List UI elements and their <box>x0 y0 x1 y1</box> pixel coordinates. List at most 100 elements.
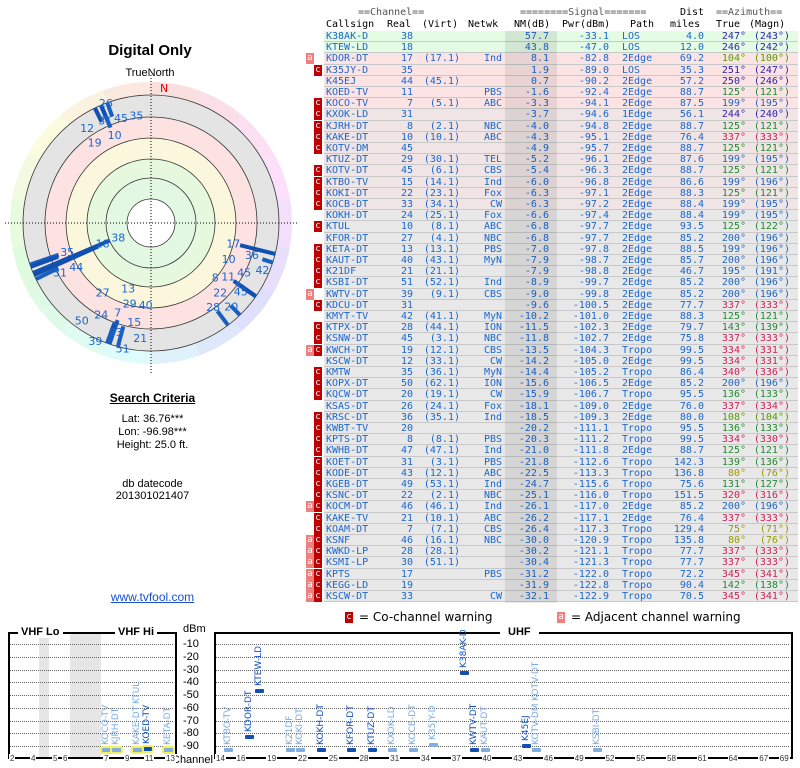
station-row[interactable]: KAKE-TV 21 (10.1) ABC -26.2 -117.1 2Edge 76.4 33… <box>324 512 798 524</box>
cell-dist: 46.7 <box>679 266 704 278</box>
station-row[interactable]: KMTW 35 (36.1) MyN -14.4 -105.2 Tropo 86.4 340° (… <box>324 367 798 379</box>
station-row[interactable]: KOAM-DT 7 (7.1) CBS -26.4 -117.3 Tropo 129.4 75°… <box>324 523 798 535</box>
cell-nm: -5.2 <box>524 154 549 166</box>
station-row[interactable]: KWKD-LP 28 (28.1) -30.2 -121.1 Tropo 77.7 337° (… <box>324 546 798 558</box>
cell-dist: 85.2 <box>679 288 704 300</box>
uhf-channel-tick: 25 <box>327 754 339 764</box>
station-row[interactable]: KTBO-TV 15 (14.1) Ind -6.0 -96.8 2Edge 86.6 199°… <box>324 176 798 188</box>
station-row[interactable]: KOCM-DT 46 (46.1) Ind -26.1 -117.0 2Edge 85.2 20… <box>324 501 798 513</box>
station-channel-label: 7 <box>114 306 121 319</box>
station-row[interactable]: KSCW-DT 12 (33.1) CW -14.2 -105.0 2Edge 99.5 334… <box>324 355 798 367</box>
uhf-gridline <box>216 720 789 722</box>
station-row[interactable]: KOET-DT 31 (3.1) PBS -21.8 -112.6 Tropo 142.3 13… <box>324 456 798 468</box>
cell-virt: (47.1) <box>423 445 460 457</box>
cell-callsign: KSNW-DT <box>326 333 369 345</box>
station-row[interactable]: KETA-DT 13 (13.1) PBS -7.0 -97.8 2Edge 88.5 199°… <box>324 243 798 255</box>
cell-nm: 0.7 <box>530 75 549 87</box>
station-row[interactable]: KDCU-DT 31 -9.6 -100.5 2Edge 77.7 337° (333°) <box>324 299 798 311</box>
station-row[interactable]: KWCH-DT 19 (12.1) CBS -13.5 -104.3 Tropo 99.5 33… <box>324 344 798 356</box>
station-row[interactable]: KSNW-DT 45 (3.1) NBC -11.8 -102.7 2Edge 75.8 337… <box>324 333 798 345</box>
station-row[interactable]: KSMI-LP 30 (51.1) -30.4 -121.3 Tropo 77.7 337° (… <box>324 557 798 569</box>
cell-pwr: -99.7 <box>578 277 609 289</box>
station-row[interactable]: K35JY-D 35 1.9 -89.0 LOS 35.3 251° (247°) <box>324 64 798 76</box>
station-row[interactable]: KOTV-DM 45 -4.9 -95.7 2Edge 88.7 125° (121°) <box>324 143 798 155</box>
station-row[interactable]: KXOK-LD 31 -3.7 -94.6 1Edge 56.1 244° (240°) <box>324 109 798 121</box>
uhf-channel-tick: 67 <box>758 754 770 764</box>
station-row[interactable]: K21DF 21 (21.1) -7.9 -98.8 2Edge 46.7 195° (191°… <box>324 266 798 278</box>
cell-real: 22 <box>400 187 413 199</box>
cell-dist: 76.4 <box>679 512 704 524</box>
co-channel-warning-icon: c <box>314 322 322 334</box>
tvfool-link[interactable]: www.tvfool.com <box>110 590 195 604</box>
station-row[interactable]: KPTS 17 PBS -31.2 -122.0 Tropo 72.2 345° (341°) <box>324 568 798 580</box>
cell-nm: -6.6 <box>524 210 549 222</box>
station-row[interactable]: K38AK-D 38 57.7 -33.1 LOS 4.0 247° (243°) <box>324 31 798 43</box>
station-row[interactable]: KEGG-LD 19 -31.9 -122.8 Tropo 90.4 142° (138°) <box>324 579 798 591</box>
cell-pwr: -33.1 <box>578 31 609 42</box>
station-row[interactable]: KSBI-DT 51 (52.1) Ind -8.9 -99.7 2Edge 85.2 200°… <box>324 277 798 289</box>
station-row[interactable]: KAUT-DT 40 (43.1) MyN -7.9 -98.7 2Edge 85.7 200°… <box>324 255 798 267</box>
station-row[interactable]: KOPX-DT 50 (62.1) ION -15.6 -106.5 2Edge 85.2 20… <box>324 378 798 390</box>
station-row[interactable]: KODE-DT 43 (12.1) ABC -22.5 -113.3 Tropo 136.8 8… <box>324 467 798 479</box>
station-row[interactable]: KTPX-DT 28 (44.1) ION -11.5 -102.3 2Edge 79.7 14… <box>324 322 798 334</box>
cell-netwk: ABC <box>483 512 502 524</box>
station-row[interactable]: KFOR-DT 27 (4.1) NBC -6.8 -97.7 2Edge 85.2 200° (… <box>324 232 798 244</box>
co-channel-warning-icon: c <box>314 467 322 479</box>
station-row[interactable]: KSNF 46 (16.1) NBC -30.0 -120.9 Tropo 135.8 80° (… <box>324 535 798 547</box>
station-row[interactable]: KDOR-DT 17 (17.1) Ind 8.1 -82.8 2Edge 69.2 104° (… <box>324 53 798 65</box>
cell-path: Tropo <box>622 434 653 446</box>
station-row[interactable]: KSNC-DT 22 (2.1) NBC -25.1 -116.0 Tropo 151.5 32… <box>324 490 798 502</box>
station-row[interactable]: KTEW-LD 18 43.8 -47.0 LOS 12.0 246° (242°) <box>324 42 798 54</box>
cell-magn-azimuth: (196°) <box>753 378 790 390</box>
cell-nm: -21.8 <box>518 456 549 468</box>
station-row[interactable]: KOCB-DT 33 (34.1) CW -6.3 -97.2 2Edge 88.4 199° (… <box>324 199 798 211</box>
signal-bar <box>133 748 142 752</box>
cell-dist: 88.5 <box>679 243 704 255</box>
station-row[interactable]: KGEB-DT 49 (53.1) Ind -24.7 -115.6 Tropo 75.6 13… <box>324 479 798 491</box>
cell-magn-azimuth: (331°) <box>753 344 790 356</box>
cell-real: 39 <box>400 288 413 300</box>
cell-callsign: KWBT-TV <box>326 423 369 434</box>
co-channel-warning-icon: c <box>314 479 322 490</box>
cell-callsign: K35JY-D <box>326 64 369 76</box>
cell-netwk: PBS <box>483 434 502 446</box>
station-row[interactable]: KOKI-DT 22 (23.1) Fox -6.3 -97.1 2Edge 88.3 125°… <box>324 187 798 199</box>
station-row[interactable]: KOCO-TV 7 (5.1) ABC -3.3 -94.1 2Edge 87.5 199° (1… <box>324 98 798 110</box>
cell-dist: 142.3 <box>673 456 704 468</box>
station-row[interactable]: KOTV-DT 45 (6.1) CBS -5.4 -96.3 2Edge 88.7 125° (… <box>324 165 798 177</box>
cell-pwr: -102.3 <box>572 322 609 334</box>
station-row[interactable]: KWTV-DT 39 (9.1) CBS -9.0 -99.8 2Edge 85.2 200° (… <box>324 288 798 300</box>
cell-dist: 4.0 <box>685 31 704 42</box>
station-row[interactable]: KQCW-DT 20 (19.1) CW -15.9 -106.7 Tropo 95.5 136… <box>324 389 798 401</box>
station-row[interactable]: KOKH-DT 24 (25.1) Fox -6.6 -97.4 2Edge 88.4 199°… <box>324 210 798 222</box>
cell-true-azimuth: 199° <box>721 176 746 188</box>
cell-pwr: -97.8 <box>578 243 609 255</box>
station-direction-bar <box>105 329 114 344</box>
cell-true-azimuth: 200° <box>721 255 746 266</box>
station-row[interactable]: KTUZ-DT 29 (30.1) TEL -5.2 -96.1 2Edge 87.6 199°… <box>324 154 798 166</box>
station-row[interactable]: KOED-TV 11 PBS -1.6 -92.4 2Edge 88.7 125° (121°) <box>324 87 798 99</box>
station-row[interactable]: KWHB-DT 47 (47.1) Ind -21.0 -111.8 2Edge 88.7 12… <box>324 445 798 457</box>
dist-group-header: Dist <box>680 7 705 18</box>
station-row[interactable]: KPTS-DT 8 (8.1) PBS -20.3 -111.2 Tropo 99.5 334°… <box>324 434 798 446</box>
station-row[interactable]: KTUL 10 (8.1) ABC -6.8 -97.7 2Edge 93.5 125° (122… <box>324 221 798 233</box>
station-row[interactable]: KMYT-TV 42 (41.1) MyN -10.2 -101.0 2Edge 88.3 12… <box>324 311 798 323</box>
cell-nm: -21.0 <box>518 445 549 457</box>
adjacent-warning-icon: a <box>306 501 314 513</box>
station-row[interactable]: KRSC-DT 36 (35.1) Ind -18.5 -109.3 2Edge 80.0 10… <box>324 411 798 423</box>
cell-nm: -25.1 <box>518 490 549 502</box>
cell-path: 2Edge <box>622 243 653 255</box>
cell-true-azimuth: 337° <box>721 299 746 311</box>
station-row[interactable]: KSAS-DT 26 (24.1) Fox -18.1 -109.0 2Edge 76.0 33… <box>324 400 798 412</box>
station-row[interactable]: KAKE-DT 10 (10.1) ABC -4.3 -95.1 2Edge 76.4 337°… <box>324 131 798 143</box>
col-netwk: Netwk <box>468 19 499 30</box>
station-row[interactable]: K45EJ 44 (45.1) 0.7 -90.2 2Edge 57.2 250° (246°) <box>324 75 798 87</box>
vhf-channel-tick: 11 <box>144 754 155 764</box>
station-row[interactable]: KWBT-TV 20 -20.2 -111.1 Tropo 95.5 136° (133°) <box>324 423 798 435</box>
cell-pwr: -99.8 <box>578 288 609 300</box>
cell-dist: 76.4 <box>679 131 704 143</box>
cell-callsign: KDOR-DT <box>326 53 369 65</box>
station-row[interactable]: KSCW-DT 33 CW -32.1 -122.9 Tropo 70.5 345° (341°… <box>324 591 798 603</box>
uhf-channel-tick: 14 <box>215 754 226 764</box>
station-row[interactable]: KJRH-DT 8 (2.1) NBC -4.0 -94.8 2Edge 88.7 125° (1… <box>324 120 798 132</box>
